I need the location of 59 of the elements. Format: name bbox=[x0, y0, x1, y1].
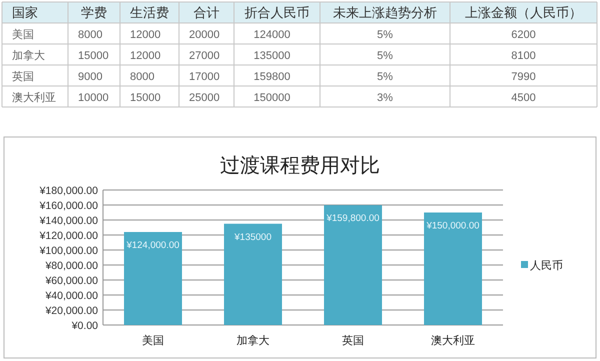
text: 12000 bbox=[130, 29, 161, 41]
text: 17000 bbox=[189, 71, 220, 83]
y-tick-label: ¥180,000.00 bbox=[38, 185, 98, 197]
bar bbox=[324, 205, 382, 325]
text: 国家 bbox=[12, 5, 38, 20]
text: 9000 bbox=[78, 71, 102, 83]
text: 150000 bbox=[254, 92, 290, 104]
text: 15000 bbox=[78, 50, 109, 62]
text: 8000 bbox=[78, 29, 102, 41]
data-label: ¥135000 bbox=[234, 232, 272, 243]
x-tick-label: 英国 bbox=[342, 334, 364, 347]
text: 5% bbox=[377, 29, 394, 41]
text: 12000 bbox=[130, 50, 161, 62]
y-tick-label: ¥80,000.00 bbox=[44, 260, 98, 272]
y-tick-label: ¥20,000.00 bbox=[44, 305, 98, 317]
text: 8000 bbox=[130, 71, 154, 83]
y-tick-label: ¥0.00 bbox=[70, 320, 98, 332]
y-tick-label: ¥120,000.00 bbox=[38, 230, 98, 242]
text: 学费 bbox=[81, 5, 107, 20]
y-tick-label: ¥60,000.00 bbox=[44, 275, 98, 287]
text: 英国 bbox=[12, 70, 34, 83]
text: 生活费 bbox=[130, 5, 169, 20]
text: 7990 bbox=[511, 71, 536, 83]
data-label: ¥150,000.00 bbox=[426, 220, 480, 232]
text: 20000 bbox=[189, 29, 220, 41]
text: 未来上涨趋势分析 bbox=[333, 5, 437, 20]
text: 159800 bbox=[254, 71, 290, 83]
text: 5% bbox=[377, 50, 394, 62]
text: 135000 bbox=[254, 50, 290, 62]
text: 25000 bbox=[189, 92, 220, 104]
y-tick-label: ¥100,000.00 bbox=[38, 245, 98, 257]
text: 折合人民币 bbox=[244, 5, 310, 20]
text: 124000 bbox=[254, 29, 290, 41]
text: 合计 bbox=[194, 5, 220, 20]
x-tick-label: 美国 bbox=[142, 334, 164, 347]
x-tick-label: 加拿大 bbox=[236, 334, 270, 347]
bar bbox=[224, 224, 282, 325]
legend-label: 人民币 bbox=[530, 259, 563, 272]
data-label: ¥159,800.00 bbox=[326, 213, 380, 224]
text: 澳大利亚 bbox=[12, 91, 56, 104]
text: 上涨金额（人民币） bbox=[465, 5, 582, 20]
chart-title: 过渡课程费用对比 bbox=[220, 155, 380, 177]
text: 27000 bbox=[189, 50, 220, 62]
text: 15000 bbox=[130, 92, 161, 104]
y-tick-label: ¥160,000.00 bbox=[38, 200, 98, 212]
text: 8100 bbox=[511, 50, 536, 62]
text: 10000 bbox=[78, 92, 109, 104]
text: 6200 bbox=[511, 29, 536, 41]
bar bbox=[124, 232, 182, 325]
text: 4500 bbox=[511, 92, 536, 104]
text: 5% bbox=[377, 71, 394, 83]
data-label: ¥124,000.00 bbox=[126, 240, 180, 251]
y-tick-label: ¥40,000.00 bbox=[44, 290, 98, 302]
text: 加拿大 bbox=[12, 49, 45, 62]
y-tick-label: ¥140,000.00 bbox=[38, 215, 98, 227]
x-tick-label: 澳大利亚 bbox=[431, 334, 475, 347]
text: 3% bbox=[377, 92, 394, 104]
bar bbox=[424, 212, 482, 325]
text: 美国 bbox=[12, 28, 34, 41]
